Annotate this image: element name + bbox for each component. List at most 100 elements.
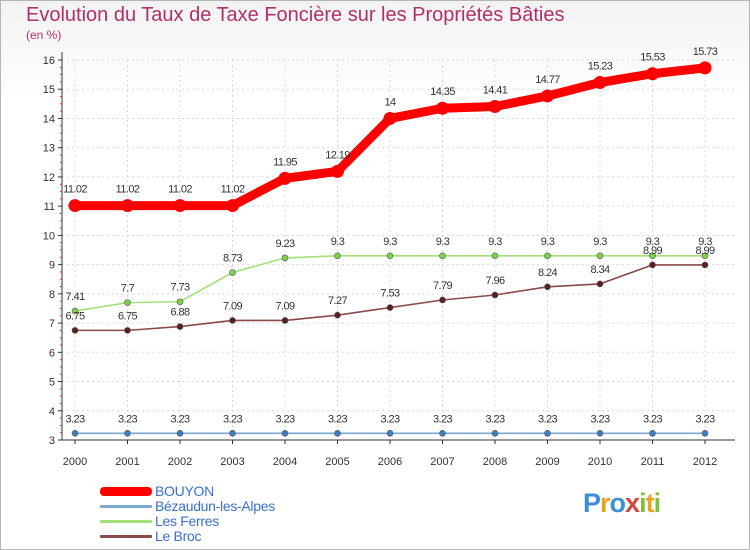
data-label: 11.95: [273, 156, 297, 168]
data-point: [121, 199, 134, 213]
data-label: 8.73: [223, 253, 242, 265]
data-label: 9.3: [436, 236, 450, 248]
x-tick-label: 2008: [483, 456, 507, 468]
y-tick-label: 3: [49, 435, 55, 447]
data-point: [334, 429, 341, 437]
y-tick-label: 12: [43, 172, 55, 184]
data-point: [334, 252, 341, 260]
legend-label-les-ferres: Les Ferres: [155, 513, 219, 529]
y-tick-label: 15: [43, 84, 55, 96]
x-tick-label: 2003: [220, 456, 244, 468]
data-point: [226, 199, 239, 213]
data-label: 3.23: [695, 413, 714, 425]
data-label: 14.77: [535, 74, 560, 86]
data-label: 7.96: [485, 275, 504, 287]
data-label: 7.09: [275, 300, 294, 312]
y-tick-label: 11: [44, 201, 55, 213]
data-label: 15.53: [640, 52, 665, 64]
data-point: [176, 323, 184, 330]
data-label: 3.23: [433, 413, 452, 425]
data-label: 11.02: [116, 184, 140, 196]
legend: BOUYON Bézaudun-les-Alpes Les Ferres Le …: [100, 484, 400, 544]
proxiti-logo: Proxiti: [583, 488, 661, 519]
x-tick-label: 2007: [430, 456, 454, 468]
data-label: 9.3: [488, 236, 502, 248]
data-point: [596, 429, 604, 437]
logo-letter: P: [583, 488, 601, 518]
data-point: [488, 99, 502, 113]
legend-label-le-broc: Le Broc: [155, 528, 202, 544]
data-label: 8.99: [695, 245, 714, 257]
data-point: [71, 307, 79, 315]
data-label: 14.41: [483, 84, 508, 96]
x-tick-label: 2002: [168, 456, 192, 468]
data-point: [124, 327, 131, 334]
legend-label-bezaudun: Bézaudun-les-Alpes: [155, 498, 275, 514]
data-point: [541, 89, 554, 103]
data-label: 3.23: [170, 413, 189, 425]
chart-title: Evolution du Taux de Taxe Foncière sur l…: [26, 4, 565, 26]
data-label: 3.23: [328, 413, 347, 425]
data-point: [229, 429, 236, 437]
data-point: [491, 291, 499, 299]
data-point: [649, 252, 656, 260]
data-point: [701, 429, 709, 437]
data-point: [124, 299, 131, 306]
data-label: 6.88: [170, 307, 189, 319]
data-label: 3.23: [643, 413, 662, 425]
data-label: 9.23: [275, 238, 294, 250]
data-point: [491, 429, 499, 437]
x-tick-label: 2009: [535, 456, 559, 468]
data-point: [334, 311, 341, 319]
y-tick-label: 16: [43, 55, 55, 67]
data-label: 9.3: [383, 236, 397, 248]
data-label: 7.53: [380, 288, 399, 300]
legend-label-bouyon: BOUYON: [155, 483, 214, 499]
data-point: [596, 280, 604, 288]
data-label: 9.3: [698, 236, 712, 248]
data-point: [649, 261, 656, 269]
legend-item-bezaudun: Bézaudun-les-Alpes: [100, 499, 400, 514]
data-point: [646, 67, 659, 81]
legend-item-bouyon: BOUYON: [100, 484, 400, 499]
y-tick-label: 6: [49, 347, 55, 359]
logo-letter: i: [639, 488, 646, 518]
data-point: [278, 171, 292, 185]
data-point: [544, 429, 551, 437]
data-point: [596, 252, 604, 260]
data-label: 8.99: [643, 245, 662, 257]
data-point: [491, 252, 499, 260]
data-label: 7.79: [433, 280, 452, 292]
legend-swatch-les-ferres: [100, 520, 152, 523]
x-tick-label: 2005: [325, 456, 349, 468]
data-point: [439, 252, 446, 260]
legend-item-le-broc: Le Broc: [100, 529, 400, 544]
logo-letter: t: [645, 488, 655, 518]
data-label: 3.23: [65, 413, 84, 425]
data-point: [593, 76, 607, 90]
data-label: 3.23: [485, 413, 504, 425]
y-tick-label: 4: [49, 406, 55, 418]
data-label: 11.02: [63, 184, 87, 196]
data-label: 15.23: [588, 61, 613, 73]
logo-letter: r: [600, 488, 610, 518]
data-point: [281, 429, 289, 437]
data-point: [281, 317, 289, 324]
data-label: 3.23: [223, 413, 242, 425]
legend-swatch-le-broc: [100, 535, 152, 538]
data-point: [281, 254, 289, 262]
data-point: [71, 327, 79, 334]
data-point: [439, 429, 446, 437]
data-label: 7.7: [121, 283, 135, 295]
x-tick-label: 2001: [115, 456, 139, 468]
data-label: 9.3: [593, 236, 607, 248]
data-point: [439, 296, 446, 304]
data-label: 9.3: [331, 236, 345, 248]
data-label: 11.02: [221, 184, 245, 196]
data-label: 7.41: [65, 291, 84, 303]
data-label: 7.73: [170, 282, 189, 294]
y-tick-label: 7: [49, 318, 55, 330]
data-label: 3.23: [275, 413, 294, 425]
data-point: [544, 252, 551, 260]
